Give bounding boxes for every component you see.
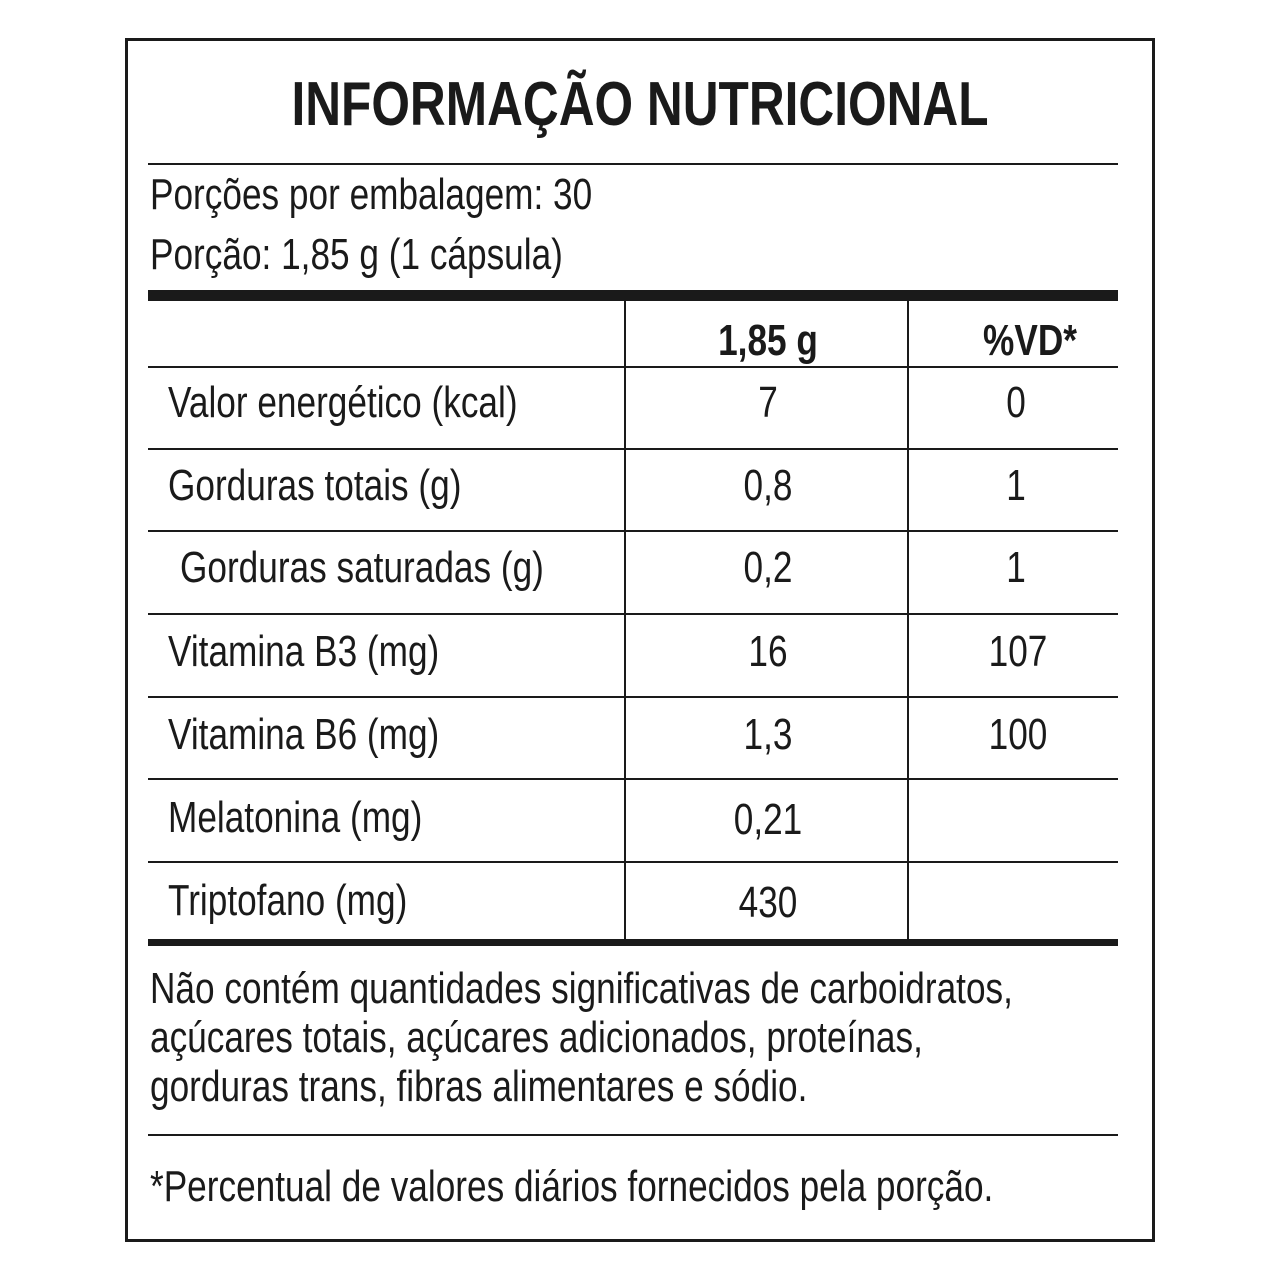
row-divider [148,861,1118,863]
row-name: Valor energético (kcal) [168,378,518,427]
row-divider [148,778,1118,780]
row-name: Gorduras saturadas (g) [180,543,544,592]
footnote-line: gorduras trans, fibras alimentares e sód… [150,1062,808,1111]
row-name: Gorduras totais (g) [168,461,462,510]
thick-divider [148,290,1118,301]
row-dv: 1 [1006,543,1026,592]
row-dv: 1 [1006,461,1026,510]
row-divider [148,366,1118,368]
row-amount: 0,8 [743,461,793,510]
row-amount: 1,3 [743,710,793,759]
footnote-line: Não contém quantidades significativas de… [150,964,1013,1013]
row-amount: 430 [738,878,798,927]
label-border [125,38,1155,1242]
thick-divider [148,939,1118,946]
row-name: Vitamina B3 (mg) [168,627,440,676]
row-name: Vitamina B6 (mg) [168,710,440,759]
column-divider [624,300,626,942]
row-amount: 0,21 [733,795,803,844]
column-divider [907,300,909,942]
row-dv: 100 [988,710,1048,759]
row-amount: 7 [758,378,778,427]
header-amount: 1,85 g [718,316,818,365]
row-divider [148,613,1118,615]
row-divider [148,530,1118,532]
row-dv: 107 [988,627,1048,676]
divider [148,1134,1118,1136]
servings-per-package: Porções por embalagem: 30 [150,170,593,219]
row-name: Melatonina (mg) [168,793,423,842]
row-amount: 16 [748,627,788,676]
dv-note: *Percentual de valores diários fornecido… [150,1162,994,1211]
serving-size: Porção: 1,85 g (1 cápsula) [150,230,563,279]
divider [148,163,1118,165]
row-amount: 0,2 [743,543,793,592]
header-dv: %VD* [983,316,1077,365]
footnote-line: açúcares totais, açúcares adicionados, p… [150,1013,923,1062]
row-dv: 0 [1006,378,1026,427]
row-divider [148,696,1118,698]
label-title: INFORMAÇÃO NUTRICIONAL [291,70,989,139]
row-divider [148,448,1118,450]
row-name: Triptofano (mg) [168,876,408,925]
